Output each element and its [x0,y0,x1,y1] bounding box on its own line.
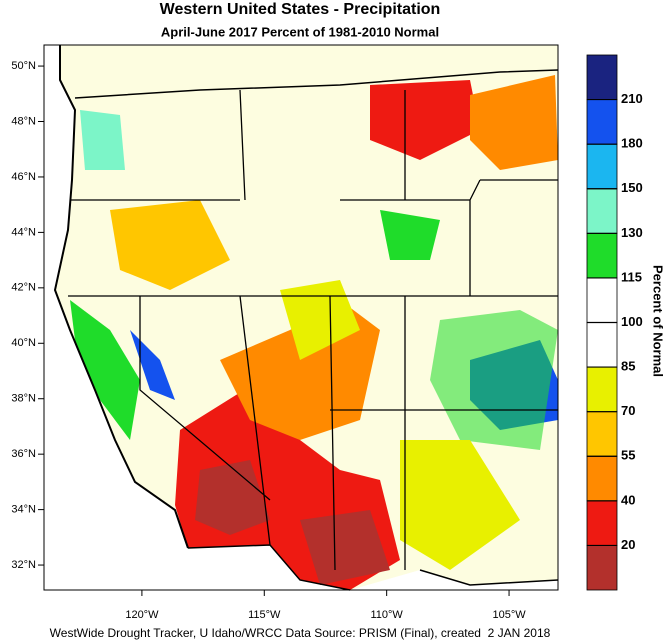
lat-tick-label: 46°N [11,171,36,183]
colorbar-tick-label: 100 [621,314,643,329]
colorbar-bin [586,143,618,190]
colorbar-bin [586,455,618,502]
colorbar-tick-label: 55 [621,448,635,463]
colorbar-tick-label: 130 [621,225,643,240]
colorbar-bin [586,322,618,368]
colorbar-bin [586,277,618,323]
lat-tick-label: 40°N [11,337,36,349]
state-borders [68,89,558,571]
patch-amber [110,200,230,290]
map-frame [43,44,559,591]
title: Western United States - Precipitation [160,1,441,18]
patch-wet [430,310,558,450]
colorbar-tick-label: 40 [621,492,635,507]
colorbar-tick-label: 150 [621,180,643,195]
patch-moist [80,110,125,170]
patch-very-wet [130,330,175,400]
lon-tick-label: 115°W [248,609,281,621]
canada-border [74,69,559,99]
lat-tick-label: 32°N [11,559,36,571]
lat-tick-label: 42°N [11,282,36,294]
colorbar-bin [586,500,618,546]
colorbar-bin [586,545,618,591]
colorbar-tick-label: 180 [621,136,643,151]
lat-tick-label: 34°N [11,504,36,516]
colorbar-title: Percent of Normal [651,265,666,377]
map [43,44,559,591]
subtitle: April-June 2017 Percent of 1981-2010 Nor… [161,24,439,39]
map-axes: 50°N 48°N 46°N 44°N 42°N 40°N 38°N 36°N 34°N 32°N… [11,60,526,621]
colorbar: 20 40 55 70 85 100 115 130 150 180 210 [586,54,643,591]
colorbar-bin [586,366,618,413]
colorbar-tick-label: 115 [621,269,642,284]
footer: WestWide Drought Tracker, U Idaho/WRCC D… [50,626,551,640]
lat-tick-label: 36°N [11,448,36,460]
lon-tick-label: 120°W [125,609,159,621]
patch-yellow [280,280,360,360]
colorbar-tick-label: 70 [621,403,635,418]
lat-tick-label: 38°N [11,393,36,405]
coastline [53,45,189,549]
patch-wet [70,300,140,440]
lon-tick-label: 105°W [492,609,526,621]
patch-yellow [400,440,520,570]
colorbar-bin [586,411,618,457]
colorbar-tick-label: 20 [621,537,635,552]
patch-very-dry [300,510,390,585]
colorbar-bin [586,99,618,145]
colorbar-bin [586,188,618,234]
mexico-border [187,544,559,591]
patch-orange [470,75,558,170]
lat-tick-label: 50°N [11,60,36,72]
patch-wet [380,210,440,260]
colorbar-bin [586,54,618,100]
colorbar-tick-label: 210 [621,91,643,106]
patch-dry [370,80,480,160]
colorbar-bin [586,232,618,279]
colorbar-tick-label: 85 [621,359,635,374]
lon-tick-label: 110°W [371,609,404,621]
patch-very-dry [195,460,270,535]
lat-tick-label: 48°N [11,115,36,127]
lat-tick-label: 44°N [11,226,36,238]
